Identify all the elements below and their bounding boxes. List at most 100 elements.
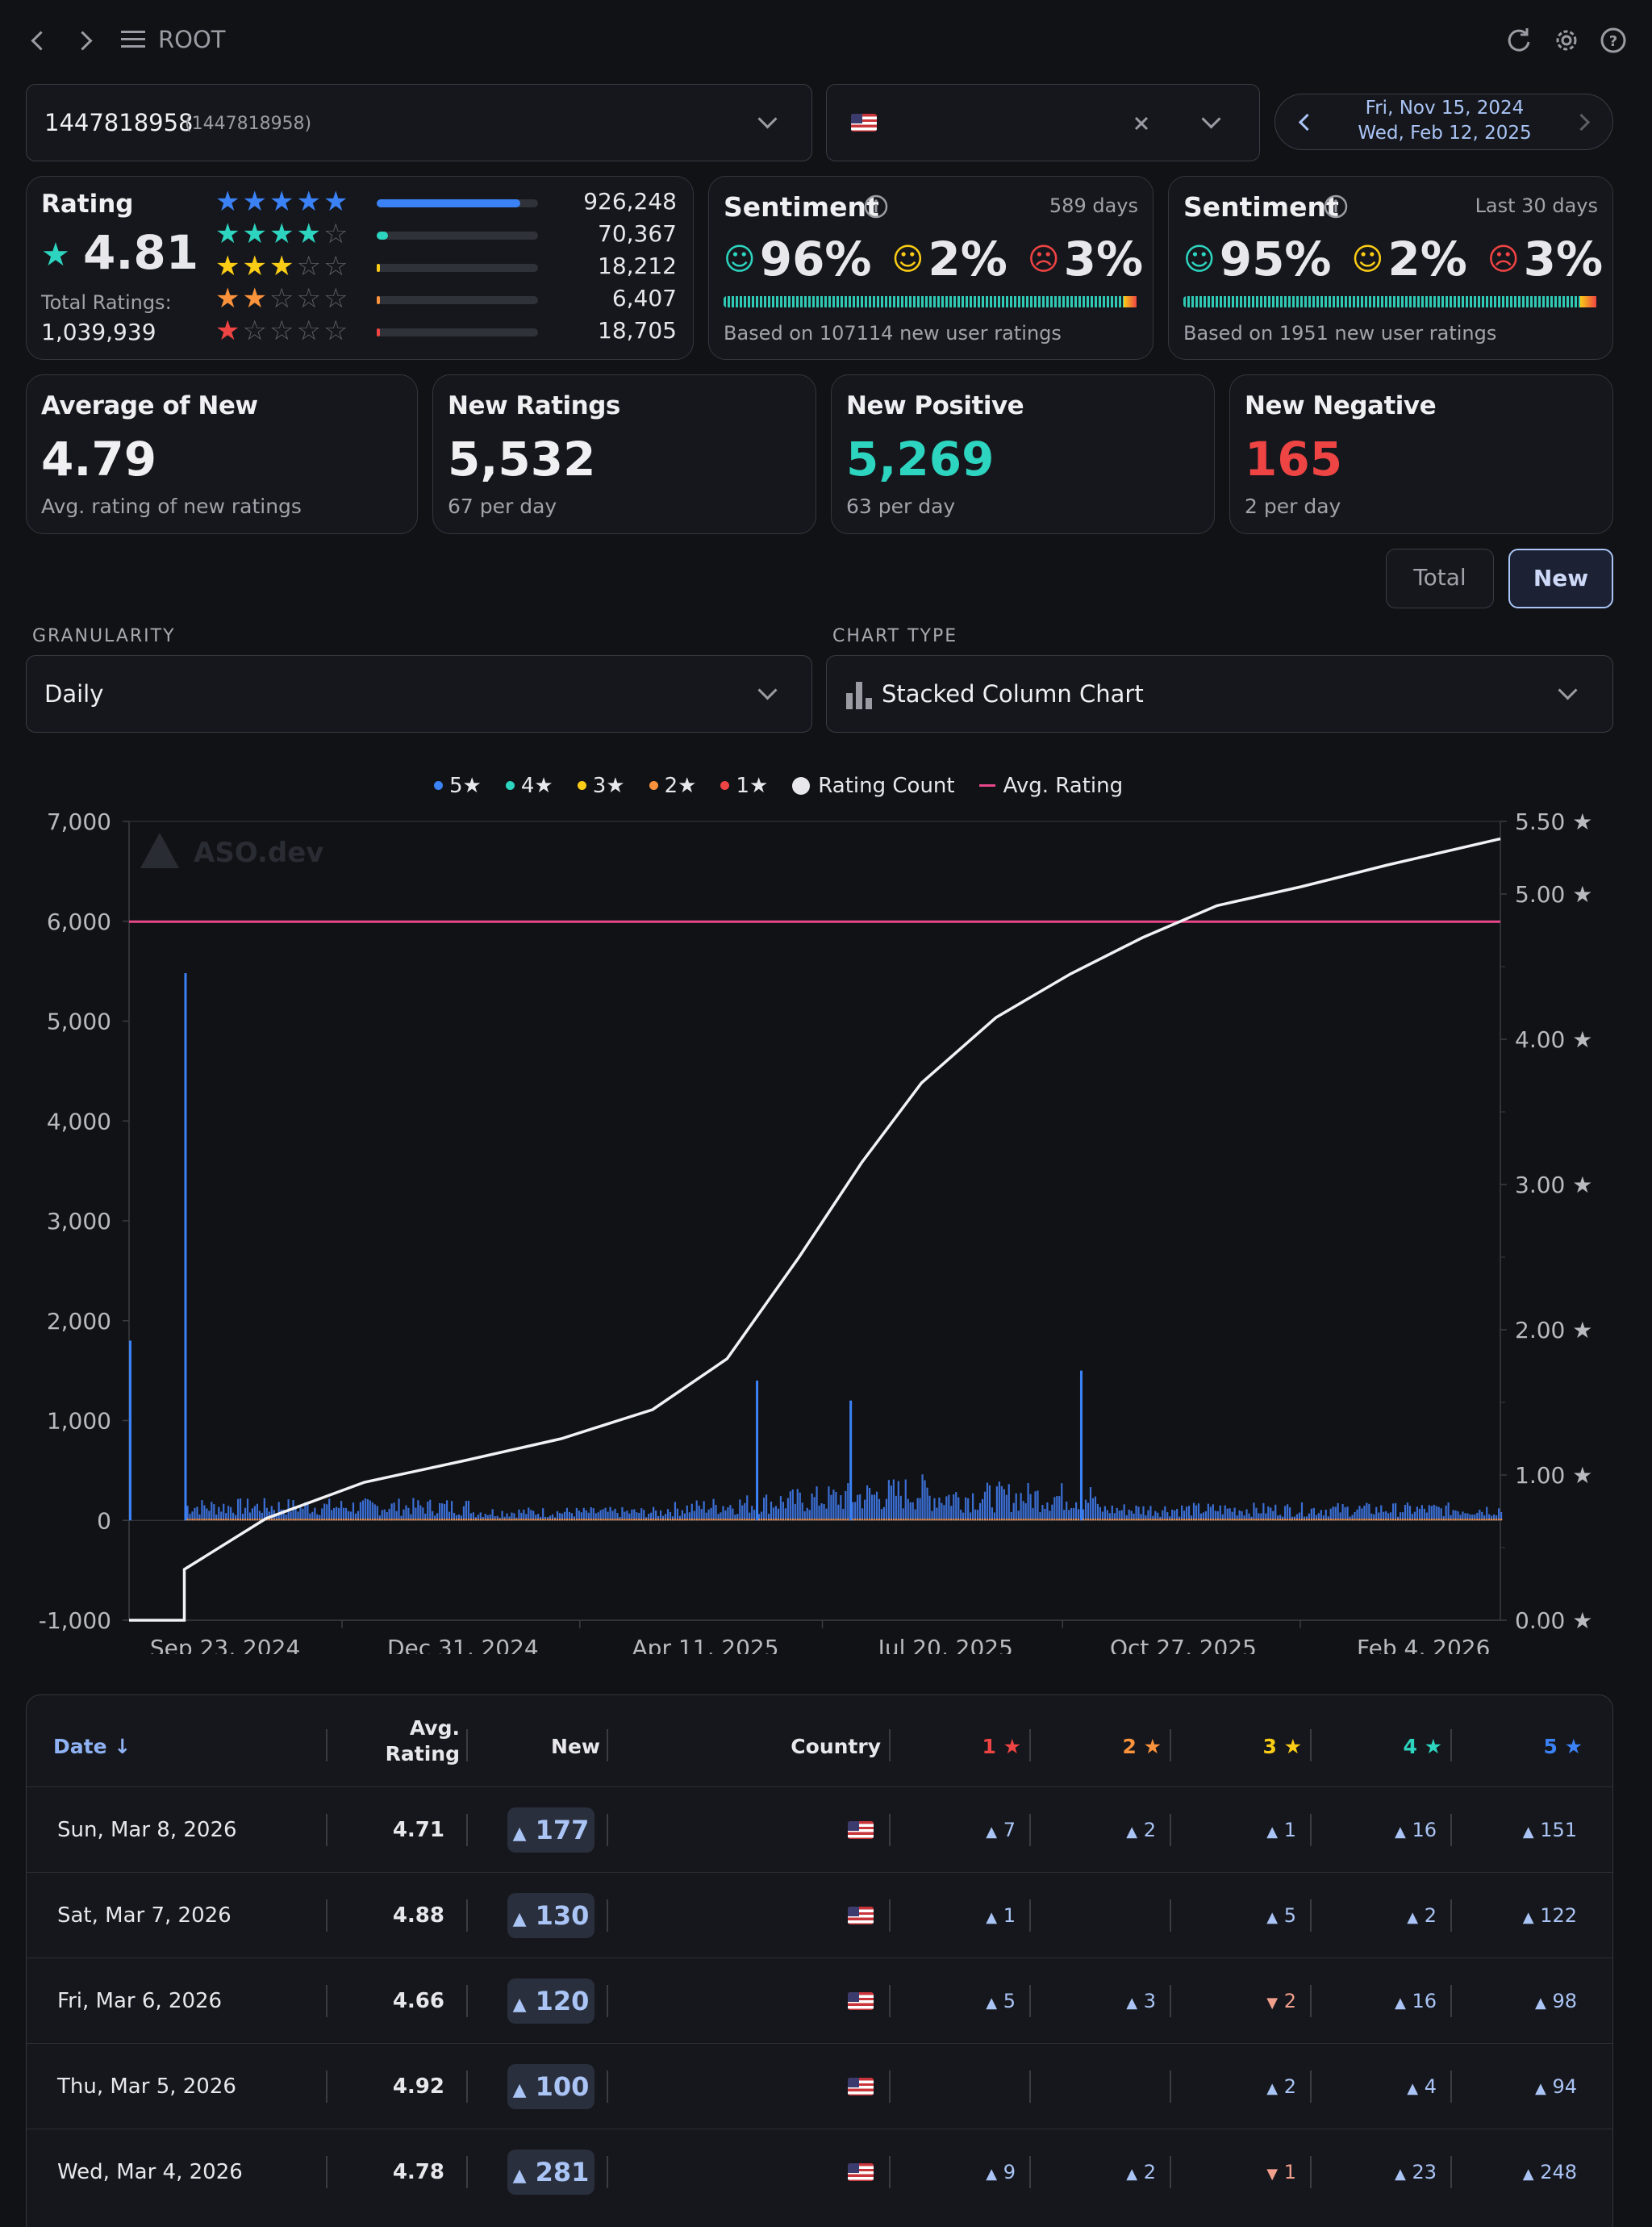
bar-low-star (1082, 1519, 1085, 1521)
bar-5-star (1034, 1491, 1037, 1521)
bar-low-star (1113, 1519, 1116, 1521)
star-count-value: 1 (1283, 1819, 1296, 1841)
bar-low-star (1216, 1519, 1219, 1521)
bar-low-star (424, 1519, 427, 1521)
bar-5-star (1334, 1506, 1337, 1521)
triangle-up-icon: ▲ (1534, 1995, 1546, 2012)
bar-5-star (582, 1507, 585, 1521)
prev-range-button[interactable] (1290, 106, 1319, 138)
help-button[interactable]: ? (1597, 24, 1629, 56)
bar-low-star (1017, 1519, 1020, 1521)
bar-5-star (1015, 1493, 1017, 1521)
three-star-column-header[interactable]: 3 ★ (1184, 1703, 1302, 1791)
granularity-select[interactable]: Daily (26, 655, 812, 733)
bar-low-star (786, 1519, 789, 1521)
legend-item[interactable]: 5★ (434, 773, 482, 798)
bar-low-star (383, 1519, 386, 1521)
bar-low-star (619, 1519, 621, 1521)
menu-button[interactable] (121, 29, 145, 52)
settings-button[interactable] (1550, 24, 1583, 56)
next-range-button[interactable] (1571, 106, 1600, 138)
country-select[interactable] (826, 84, 1260, 161)
bar-5-star (393, 1502, 395, 1521)
legend-item[interactable]: Rating Count (792, 773, 955, 798)
bar-5-star (280, 1509, 282, 1521)
table-row[interactable]: Sat, Mar 7, 2026 4.88 ▲ 130 ▲ 1 ▲ 5 ▲ 2 ▲ 122 (27, 1872, 1612, 1958)
bar-5-star (1411, 1514, 1414, 1521)
total-toggle-button[interactable]: Total (1386, 549, 1494, 608)
country-column-header[interactable]: Country (791, 1735, 881, 1758)
y2-tick-label: 5.00 ★ (1515, 881, 1592, 908)
sentiment-based-on: Based on 107114 new user ratings (724, 322, 1062, 345)
bar-5-star (489, 1514, 491, 1521)
bar-5-star (1245, 1509, 1248, 1521)
bar-low-star (477, 1519, 479, 1521)
bar-low-star (988, 1519, 991, 1521)
table-row[interactable]: Fri, Mar 6, 2026 4.66 ▲ 120 ▲ 5 ▲ 3 ▼ 2 ▲ 16 ▲ … (27, 1958, 1612, 2044)
triangle-up-icon: ▲ (1407, 2080, 1419, 2097)
clear-button[interactable] (1125, 107, 1158, 140)
legend-item[interactable]: 1★ (720, 773, 768, 798)
bar-5-star (333, 1507, 336, 1521)
us-flag-icon (848, 1992, 874, 2010)
y2-tick-label: 3.00 ★ (1515, 1172, 1592, 1198)
five-star-column-header[interactable]: 5 ★ (1465, 1703, 1583, 1791)
bar-5-star (1459, 1515, 1462, 1521)
legend-item[interactable]: 2★ (649, 773, 696, 798)
bar-low-star (803, 1519, 806, 1521)
avg-rating-column-header[interactable]: Avg. Rating (339, 1715, 460, 1804)
legend-item[interactable]: 3★ (577, 773, 625, 798)
y-tick-label: 0 (97, 1507, 111, 1534)
legend-label: 3★ (592, 773, 625, 798)
bar-low-star (1351, 1519, 1354, 1521)
rating-header-label: Rating (385, 1742, 460, 1765)
four-star-column-header[interactable]: 4 ★ (1325, 1703, 1442, 1791)
bar-low-star (895, 1519, 897, 1521)
bar-5-star (314, 1507, 316, 1521)
bar-low-star (489, 1519, 491, 1521)
bar-5-star (206, 1508, 208, 1521)
bar-5-star (1496, 1515, 1498, 1521)
bar-low-star (1325, 1519, 1327, 1521)
table-row[interactable]: Thu, Mar 5, 2026 4.92 ▲ 100 ▲ 2 ▲ 4 ▲ 94 (27, 2043, 1612, 2129)
bar-low-star (1265, 1519, 1267, 1521)
bar-low-star (1383, 1519, 1385, 1521)
bar-low-star (436, 1519, 439, 1521)
bar-5-star (720, 1512, 722, 1521)
bar-low-star (494, 1519, 496, 1521)
new-column-header[interactable]: New (551, 1735, 600, 1758)
bar-low-star (400, 1519, 403, 1521)
legend-item[interactable]: Avg. Rating (978, 773, 1123, 798)
bar-5-star (277, 1502, 280, 1521)
bar-low-star (991, 1519, 994, 1521)
bar-low-star (1385, 1519, 1387, 1521)
forward-button[interactable] (71, 26, 97, 55)
bar-5-star (758, 1514, 761, 1521)
bar-5-star (218, 1506, 220, 1521)
chart-type-select[interactable]: Stacked Column Chart (826, 655, 1613, 733)
bar-low-star (823, 1519, 825, 1521)
app-select[interactable]: 1447818958 (1447818958) (26, 84, 812, 161)
bar-low-star (1356, 1519, 1358, 1521)
refresh-button[interactable] (1502, 24, 1534, 56)
rating-bar-fill (377, 296, 380, 304)
back-button[interactable] (26, 26, 52, 55)
bar-low-star (1152, 1519, 1154, 1521)
bar-5-star (1303, 1516, 1306, 1521)
bar-5-star (978, 1502, 982, 1521)
table-row[interactable]: Wed, Mar 4, 2026 4.78 ▲ 281 ▲ 9 ▲ 2 ▼ 1 ▲ 23 ▲ … (27, 2129, 1612, 2215)
bar-5-star (419, 1505, 422, 1521)
bar-5-star (970, 1512, 972, 1521)
avg-rating-cell: 4.92 (392, 2074, 444, 2099)
bar-5-star (1279, 1515, 1282, 1521)
bar-5-star (899, 1495, 902, 1521)
new-toggle-button[interactable]: New (1508, 549, 1613, 608)
date-range-picker[interactable]: Fri, Nov 15, 2024 Wed, Feb 12, 2025 (1274, 94, 1613, 150)
two-star-column-header[interactable]: 2 ★ (1044, 1703, 1162, 1791)
date-column-header[interactable]: Date ↓ (53, 1703, 131, 1791)
legend-item[interactable]: 4★ (505, 773, 553, 798)
bar-5-star (1378, 1512, 1380, 1521)
bar-5-star (472, 1512, 474, 1521)
table-row[interactable]: Sun, Mar 8, 2026 4.71 ▲ 177 ▲ 7 ▲ 2 ▲ 1 ▲ 16 ▲ … (27, 1786, 1612, 1873)
one-star-column-header[interactable]: 1 ★ (903, 1703, 1021, 1791)
